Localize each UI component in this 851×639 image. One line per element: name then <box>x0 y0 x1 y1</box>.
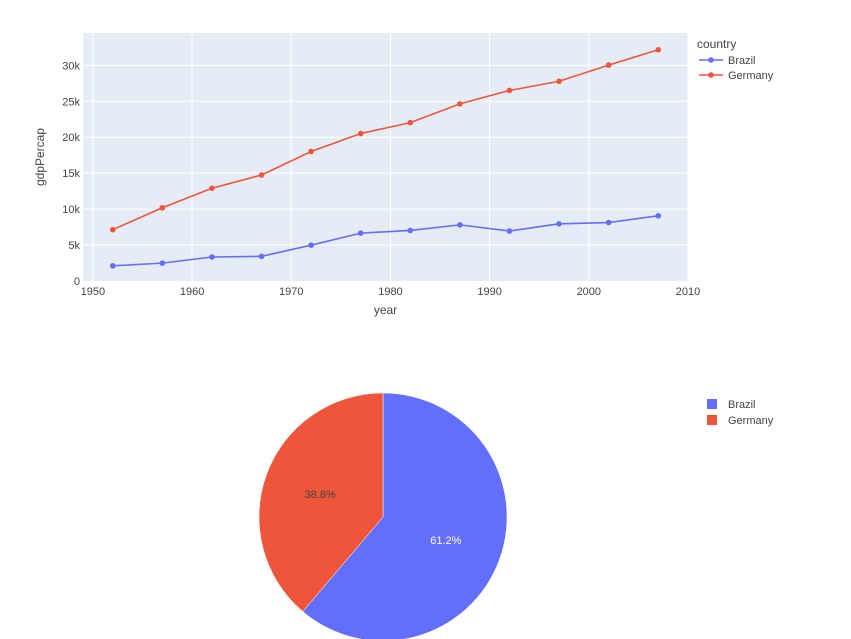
pie-slice-germany[interactable] <box>258 392 384 612</box>
data-point-brazil[interactable] <box>655 213 662 219</box>
data-point-germany[interactable] <box>556 78 562 85</box>
pie-slice-brazil[interactable] <box>302 392 508 639</box>
legend-color-swatch <box>707 399 717 409</box>
legend-color-swatch <box>707 415 717 425</box>
data-point-germany[interactable] <box>209 185 215 192</box>
legend-item-germany[interactable]: Germany <box>699 70 774 82</box>
legend-label: Germany <box>728 70 774 82</box>
legend-title: country <box>697 37 736 51</box>
x-tick-label: 2010 <box>676 286 700 298</box>
data-point-brazil[interactable] <box>506 228 513 234</box>
data-point-brazil[interactable] <box>308 242 314 248</box>
legend-marker <box>708 72 714 78</box>
pie-chart: 61.2% 38.8% Brazil Germany <box>258 392 774 639</box>
x-tick-label: 1970 <box>279 286 303 298</box>
data-point-germany[interactable] <box>506 87 513 94</box>
data-point-germany[interactable] <box>159 204 166 211</box>
x-tick-label: 1990 <box>477 286 501 298</box>
series-germany <box>109 46 662 233</box>
legend-item-brazil[interactable]: Brazil <box>699 55 756 67</box>
series-line-brazil[interactable] <box>112 215 659 267</box>
data-point-germany[interactable] <box>407 119 414 126</box>
data-point-germany[interactable] <box>457 101 463 107</box>
legend-label: Brazil <box>728 55 756 67</box>
pie-label-brazil: 61.2% <box>430 535 461 547</box>
data-point-germany[interactable] <box>109 226 116 233</box>
y-tick-label: 20k <box>62 132 80 144</box>
data-point-germany[interactable] <box>605 62 612 68</box>
data-point-brazil[interactable] <box>109 263 116 269</box>
data-point-brazil[interactable] <box>258 253 265 260</box>
gridlines <box>83 33 689 281</box>
x-tick-label: 2000 <box>577 286 601 298</box>
data-point-brazil[interactable] <box>556 220 562 227</box>
y-tick-label: 25k <box>62 96 80 108</box>
pie-label-germany: 38.8% <box>305 489 336 501</box>
data-point-brazil[interactable] <box>457 222 463 228</box>
series-layer <box>109 46 662 269</box>
y-axis-title: gdpPercap <box>33 128 47 186</box>
y-tick-label: 30k <box>62 60 80 72</box>
pie-slices <box>258 392 508 639</box>
series-line-germany[interactable] <box>112 48 659 231</box>
data-point-brazil[interactable] <box>159 260 166 266</box>
line-chart: 1950 1960 1970 1980 1990 2000 2010 0 5k 10k 15k 20… <box>33 33 774 317</box>
y-tick-label: 15k <box>62 168 80 180</box>
line-plot-area[interactable] <box>83 33 688 281</box>
data-point-brazil[interactable] <box>209 254 215 260</box>
x-tick-label: 1980 <box>378 286 402 298</box>
y-axis-ticks: 0 5k 10k 15k 20k 25k 30k <box>62 60 80 288</box>
data-point-brazil[interactable] <box>605 219 612 226</box>
x-tick-label: 1950 <box>81 286 105 298</box>
series-brazil <box>109 213 662 269</box>
pie-labels: 61.2% 38.8% <box>305 489 462 547</box>
data-point-brazil[interactable] <box>407 227 414 234</box>
y-tick-label: 5k <box>68 240 80 252</box>
data-point-germany[interactable] <box>258 172 265 178</box>
legend-label: Brazil <box>728 399 756 411</box>
pie-legend: Brazil Germany <box>707 399 774 427</box>
x-axis-title: year <box>374 303 397 317</box>
x-tick-label: 1960 <box>180 286 204 298</box>
legend-label: Germany <box>728 415 774 427</box>
data-point-germany[interactable] <box>308 148 314 155</box>
y-tick-label: 0 <box>74 276 80 288</box>
y-tick-label: 10k <box>62 204 80 216</box>
data-point-germany[interactable] <box>655 46 662 53</box>
data-point-germany[interactable] <box>357 130 364 137</box>
pie-legend-item-brazil[interactable]: Brazil <box>707 399 756 411</box>
x-axis-ticks: 1950 1960 1970 1980 1990 2000 2010 <box>81 286 701 298</box>
pie-legend-item-germany[interactable]: Germany <box>707 415 774 427</box>
line-legend: country Brazil Germany <box>697 37 774 82</box>
data-point-brazil[interactable] <box>357 230 364 236</box>
legend-marker <box>708 57 714 63</box>
